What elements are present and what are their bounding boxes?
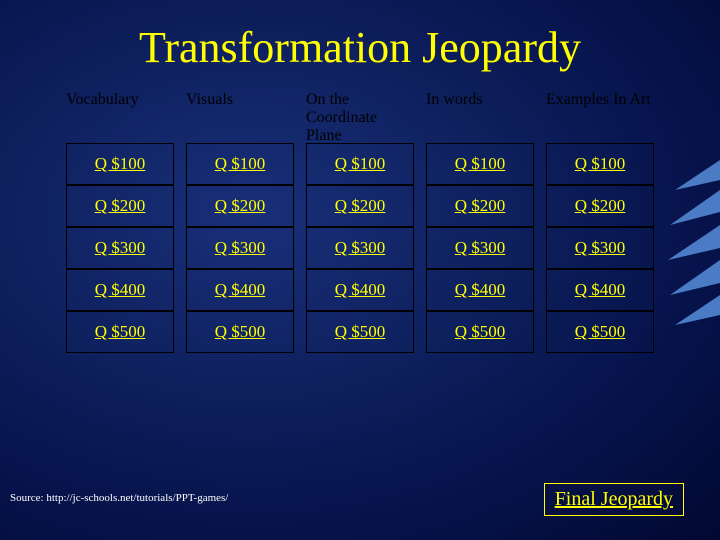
question-cell[interactable]: Q $300 — [186, 227, 294, 269]
question-link[interactable]: Q $400 — [575, 280, 626, 300]
question-cell[interactable]: Q $200 — [426, 185, 534, 227]
question-cell[interactable]: Q $500 — [426, 311, 534, 353]
question-cell[interactable]: Q $100 — [186, 143, 294, 185]
question-link[interactable]: Q $100 — [335, 154, 386, 174]
question-link[interactable]: Q $400 — [455, 280, 506, 300]
category-header: Examples In Art — [546, 91, 654, 143]
question-link[interactable]: Q $500 — [575, 322, 626, 342]
question-cell[interactable]: Q $100 — [66, 143, 174, 185]
final-jeopardy-button[interactable]: Final Jeopardy — [544, 483, 684, 516]
question-link[interactable]: Q $200 — [335, 196, 386, 216]
question-cell[interactable]: Q $500 — [186, 311, 294, 353]
question-link[interactable]: Q $200 — [215, 196, 266, 216]
question-cell[interactable]: Q $500 — [546, 311, 654, 353]
question-link[interactable]: Q $300 — [215, 238, 266, 258]
accent-decoration — [660, 160, 720, 330]
question-link[interactable]: Q $100 — [215, 154, 266, 174]
category-header: In words — [426, 91, 534, 143]
question-cell[interactable]: Q $500 — [66, 311, 174, 353]
question-link[interactable]: Q $200 — [455, 196, 506, 216]
question-link[interactable]: Q $500 — [335, 322, 386, 342]
question-link[interactable]: Q $500 — [455, 322, 506, 342]
question-cell[interactable]: Q $400 — [66, 269, 174, 311]
question-cell[interactable]: Q $200 — [306, 185, 414, 227]
question-link[interactable]: Q $300 — [575, 238, 626, 258]
question-cell[interactable]: Q $400 — [426, 269, 534, 311]
category-header: On the Coordinate Plane — [306, 91, 414, 143]
question-link[interactable]: Q $400 — [95, 280, 146, 300]
question-link[interactable]: Q $200 — [95, 196, 146, 216]
question-link[interactable]: Q $300 — [335, 238, 386, 258]
question-link[interactable]: Q $100 — [95, 154, 146, 174]
question-cell[interactable]: Q $500 — [306, 311, 414, 353]
question-link[interactable]: Q $200 — [575, 196, 626, 216]
question-cell[interactable]: Q $200 — [546, 185, 654, 227]
question-cell[interactable]: Q $100 — [306, 143, 414, 185]
question-cell[interactable]: Q $300 — [306, 227, 414, 269]
category-header: Visuals — [186, 91, 294, 143]
question-link[interactable]: Q $400 — [335, 280, 386, 300]
page-title: Transformation Jeopardy — [0, 0, 720, 91]
question-cell[interactable]: Q $300 — [426, 227, 534, 269]
final-jeopardy-link[interactable]: Final Jeopardy — [555, 488, 673, 510]
question-link[interactable]: Q $500 — [95, 322, 146, 342]
question-cell[interactable]: Q $200 — [66, 185, 174, 227]
question-link[interactable]: Q $400 — [215, 280, 266, 300]
question-link[interactable]: Q $300 — [95, 238, 146, 258]
question-link[interactable]: Q $100 — [575, 154, 626, 174]
question-link[interactable]: Q $100 — [455, 154, 506, 174]
question-cell[interactable]: Q $100 — [426, 143, 534, 185]
category-header: Vocabulary — [66, 91, 174, 143]
question-cell[interactable]: Q $300 — [546, 227, 654, 269]
question-link[interactable]: Q $500 — [215, 322, 266, 342]
question-cell[interactable]: Q $400 — [306, 269, 414, 311]
question-link[interactable]: Q $300 — [455, 238, 506, 258]
question-cell[interactable]: Q $400 — [546, 269, 654, 311]
question-cell[interactable]: Q $200 — [186, 185, 294, 227]
question-cell[interactable]: Q $400 — [186, 269, 294, 311]
question-cell[interactable]: Q $300 — [66, 227, 174, 269]
jeopardy-board: VocabularyVisualsOn the Coordinate Plane… — [66, 91, 654, 353]
source-text: Source: http://jc-schools.net/tutorials/… — [10, 492, 228, 504]
question-cell[interactable]: Q $100 — [546, 143, 654, 185]
